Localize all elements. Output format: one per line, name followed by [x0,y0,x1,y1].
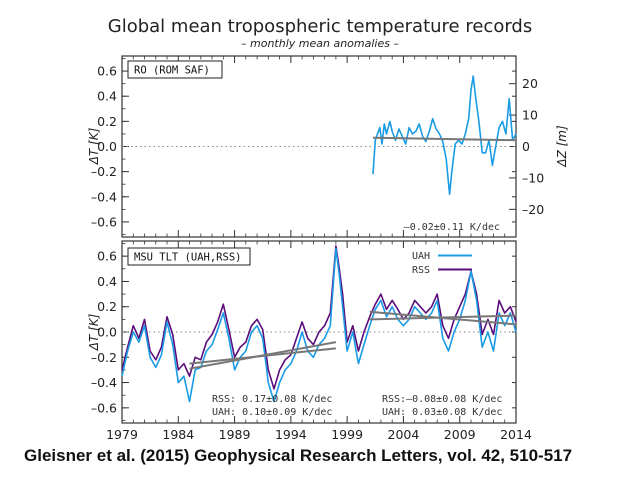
panel-bottom-plot [121,245,517,403]
trend-line [369,314,517,321]
panel-bottom-label: MSU TLT (UAH,RSS) [134,252,241,264]
xtick-label: 2014 [500,427,532,442]
trend-annotation-rss-early: RSS: 0.17±0.08 K/dec [212,394,332,405]
ytick-label: 0.6 [97,249,117,264]
trend-line [372,136,517,142]
figure-subtitle: – monthly mean anomalies – [241,37,399,50]
xtick-label: 1994 [275,427,307,442]
xtick-label: 1999 [331,427,363,442]
ytick-label: –0.2 [91,350,117,365]
panel-top: –0.6 –0.4 –0.2 0.0 0.2 0.4 0.6 –20 –10 0 10 20 RO (… [87,55,569,238]
y2tick-label: 20 [522,76,538,91]
xtick-label: 2004 [388,427,420,442]
panel-bottom-ylabel: ΔT [K] [87,313,101,351]
ytick-label: –0.6 [91,400,117,415]
y2tick-label: 10 [522,108,538,123]
panel-bottom: –0.6 –0.4 –0.2 0.0 0.2 0.4 0.6 1979 1984 1989 1994… [87,240,532,442]
trend-line [189,347,337,365]
legend: UAH RSS [412,251,472,276]
xtick-label: 1989 [219,427,251,442]
citation: Gleisner et al. (2015) Geophysical Resea… [24,446,573,465]
y2tick-label: –20 [522,202,544,217]
y2tick-label: 0 [522,139,530,154]
ytick-label: –0.6 [91,214,117,229]
panel-bottom-ticks: –0.6 –0.4 –0.2 0.0 0.2 0.4 0.6 1979 1984 1989 1994… [91,241,532,442]
trend-annotation-uah-late: UAH: 0.03±0.08 K/dec [382,407,502,418]
panel-top-trend-annotation: –0.02±0.11 K/dec [404,222,500,233]
ytick-label: –0.2 [91,164,117,179]
figure-title: Global mean tropospheric temperature rec… [108,16,532,37]
series-ro-line [372,75,517,196]
trend-annotation-uah-early: UAH: 0.10±0.09 K/dec [212,407,332,418]
legend-label-rss: RSS [412,265,430,276]
trend-annotation-rss-late: RSS:–0.08±0.08 K/dec [382,394,502,405]
panel-top-y2label: ΔZ [m] [555,125,569,168]
ytick-label: –0.4 [91,375,117,390]
panel-top-plot [122,75,517,196]
ytick-label: 0.4 [97,274,117,289]
xtick-label: 1979 [106,427,138,442]
ytick-label: –0.4 [91,189,117,204]
series-rss-line [121,245,517,390]
ytick-label: 0.0 [97,139,117,154]
xtick-label: 2009 [444,427,476,442]
ytick-label: 0.6 [97,64,117,79]
xtick-label: 1984 [162,427,194,442]
panel-top-label-box [127,60,223,79]
panel-top-label: RO (ROM SAF) [134,65,210,77]
panel-bottom-label-box [127,247,251,266]
panel-top-ylabel: ΔT [K] [87,127,101,165]
ytick-label: 0.0 [97,325,117,340]
y2tick-label: –10 [522,170,544,185]
ytick-label: 0.2 [97,114,117,129]
series-uah-line [121,247,517,403]
ytick-label: 0.2 [97,299,117,314]
ytick-label: 0.4 [97,89,117,104]
legend-label-uah: UAH [412,251,430,262]
